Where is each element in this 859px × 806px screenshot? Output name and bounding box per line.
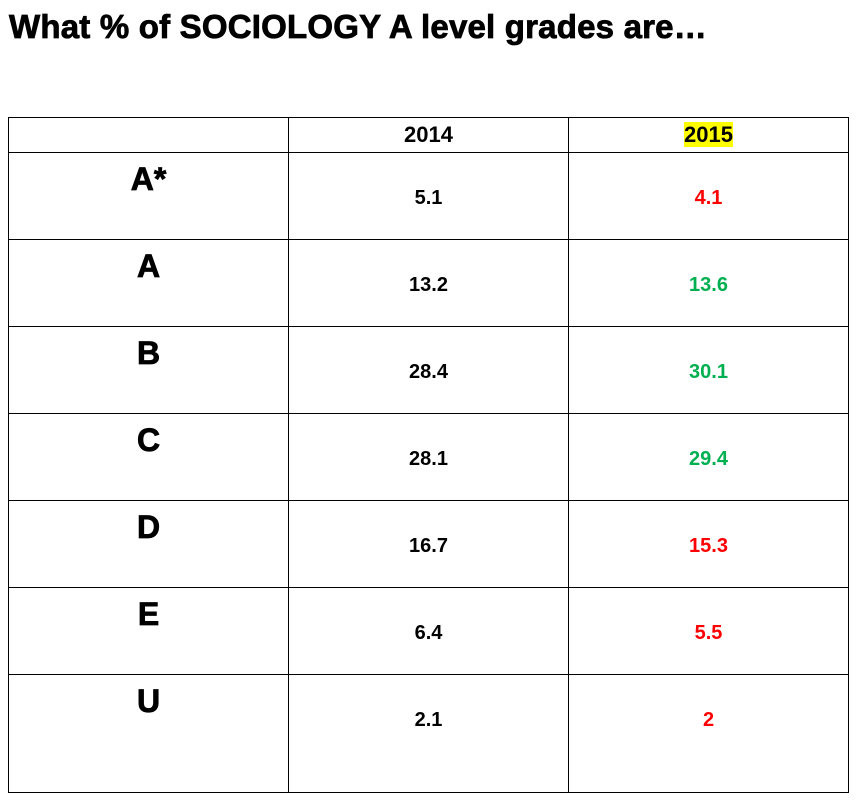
grade-cell: B [8, 326, 289, 414]
grade-cell: U [8, 674, 289, 793]
value-cell: 6.4 [288, 587, 569, 675]
column-header: 2014 [288, 117, 569, 153]
value-cell: 4.1 [568, 152, 849, 240]
column-header: 2015 [568, 117, 849, 153]
table-row: E 6.4 5.5 [8, 587, 849, 675]
value-cell: 30.1 [568, 326, 849, 414]
column-header-text: 2014 [404, 122, 453, 147]
value-cell: 2 [568, 674, 849, 793]
value-cell: 16.7 [288, 500, 569, 588]
grade-cell: E [8, 587, 289, 675]
grade-cell: A* [8, 152, 289, 240]
table-row: B 28.4 30.1 [8, 326, 849, 414]
column-header-text: 2015 [684, 122, 733, 147]
grade-cell: D [8, 500, 289, 588]
value-cell: 28.1 [288, 413, 569, 501]
table-row: D 16.7 15.3 [8, 500, 849, 588]
value-cell: 2.1 [288, 674, 569, 793]
grade-cell: A [8, 239, 289, 327]
value-cell: 15.3 [568, 500, 849, 588]
value-cell: 13.2 [288, 239, 569, 327]
value-cell: 29.4 [568, 413, 849, 501]
table-row: U 2.1 2 [8, 674, 849, 793]
value-cell: 13.6 [568, 239, 849, 327]
table-row: A* 5.1 4.1 [8, 152, 849, 240]
title: What % of SOCIOLOGY A level grades are… [9, 8, 708, 46]
table-body: A* 5.1 4.1 A 13.2 13.6 B 28.4 30.1 C 28.1 29.4 D 16.7… [8, 152, 849, 793]
header-row: 2014 2015 [8, 117, 849, 153]
grades-table: 2014 2015 A* 5.1 4.1 A 13.2 13.6 B 28.4 30.1 C 28.… [8, 117, 849, 793]
value-cell: 5.5 [568, 587, 849, 675]
grade-cell: C [8, 413, 289, 501]
table-row: A 13.2 13.6 [8, 239, 849, 327]
corner-cell [8, 117, 289, 153]
value-cell: 28.4 [288, 326, 569, 414]
value-cell: 5.1 [288, 152, 569, 240]
table-row: C 28.1 29.4 [8, 413, 849, 501]
